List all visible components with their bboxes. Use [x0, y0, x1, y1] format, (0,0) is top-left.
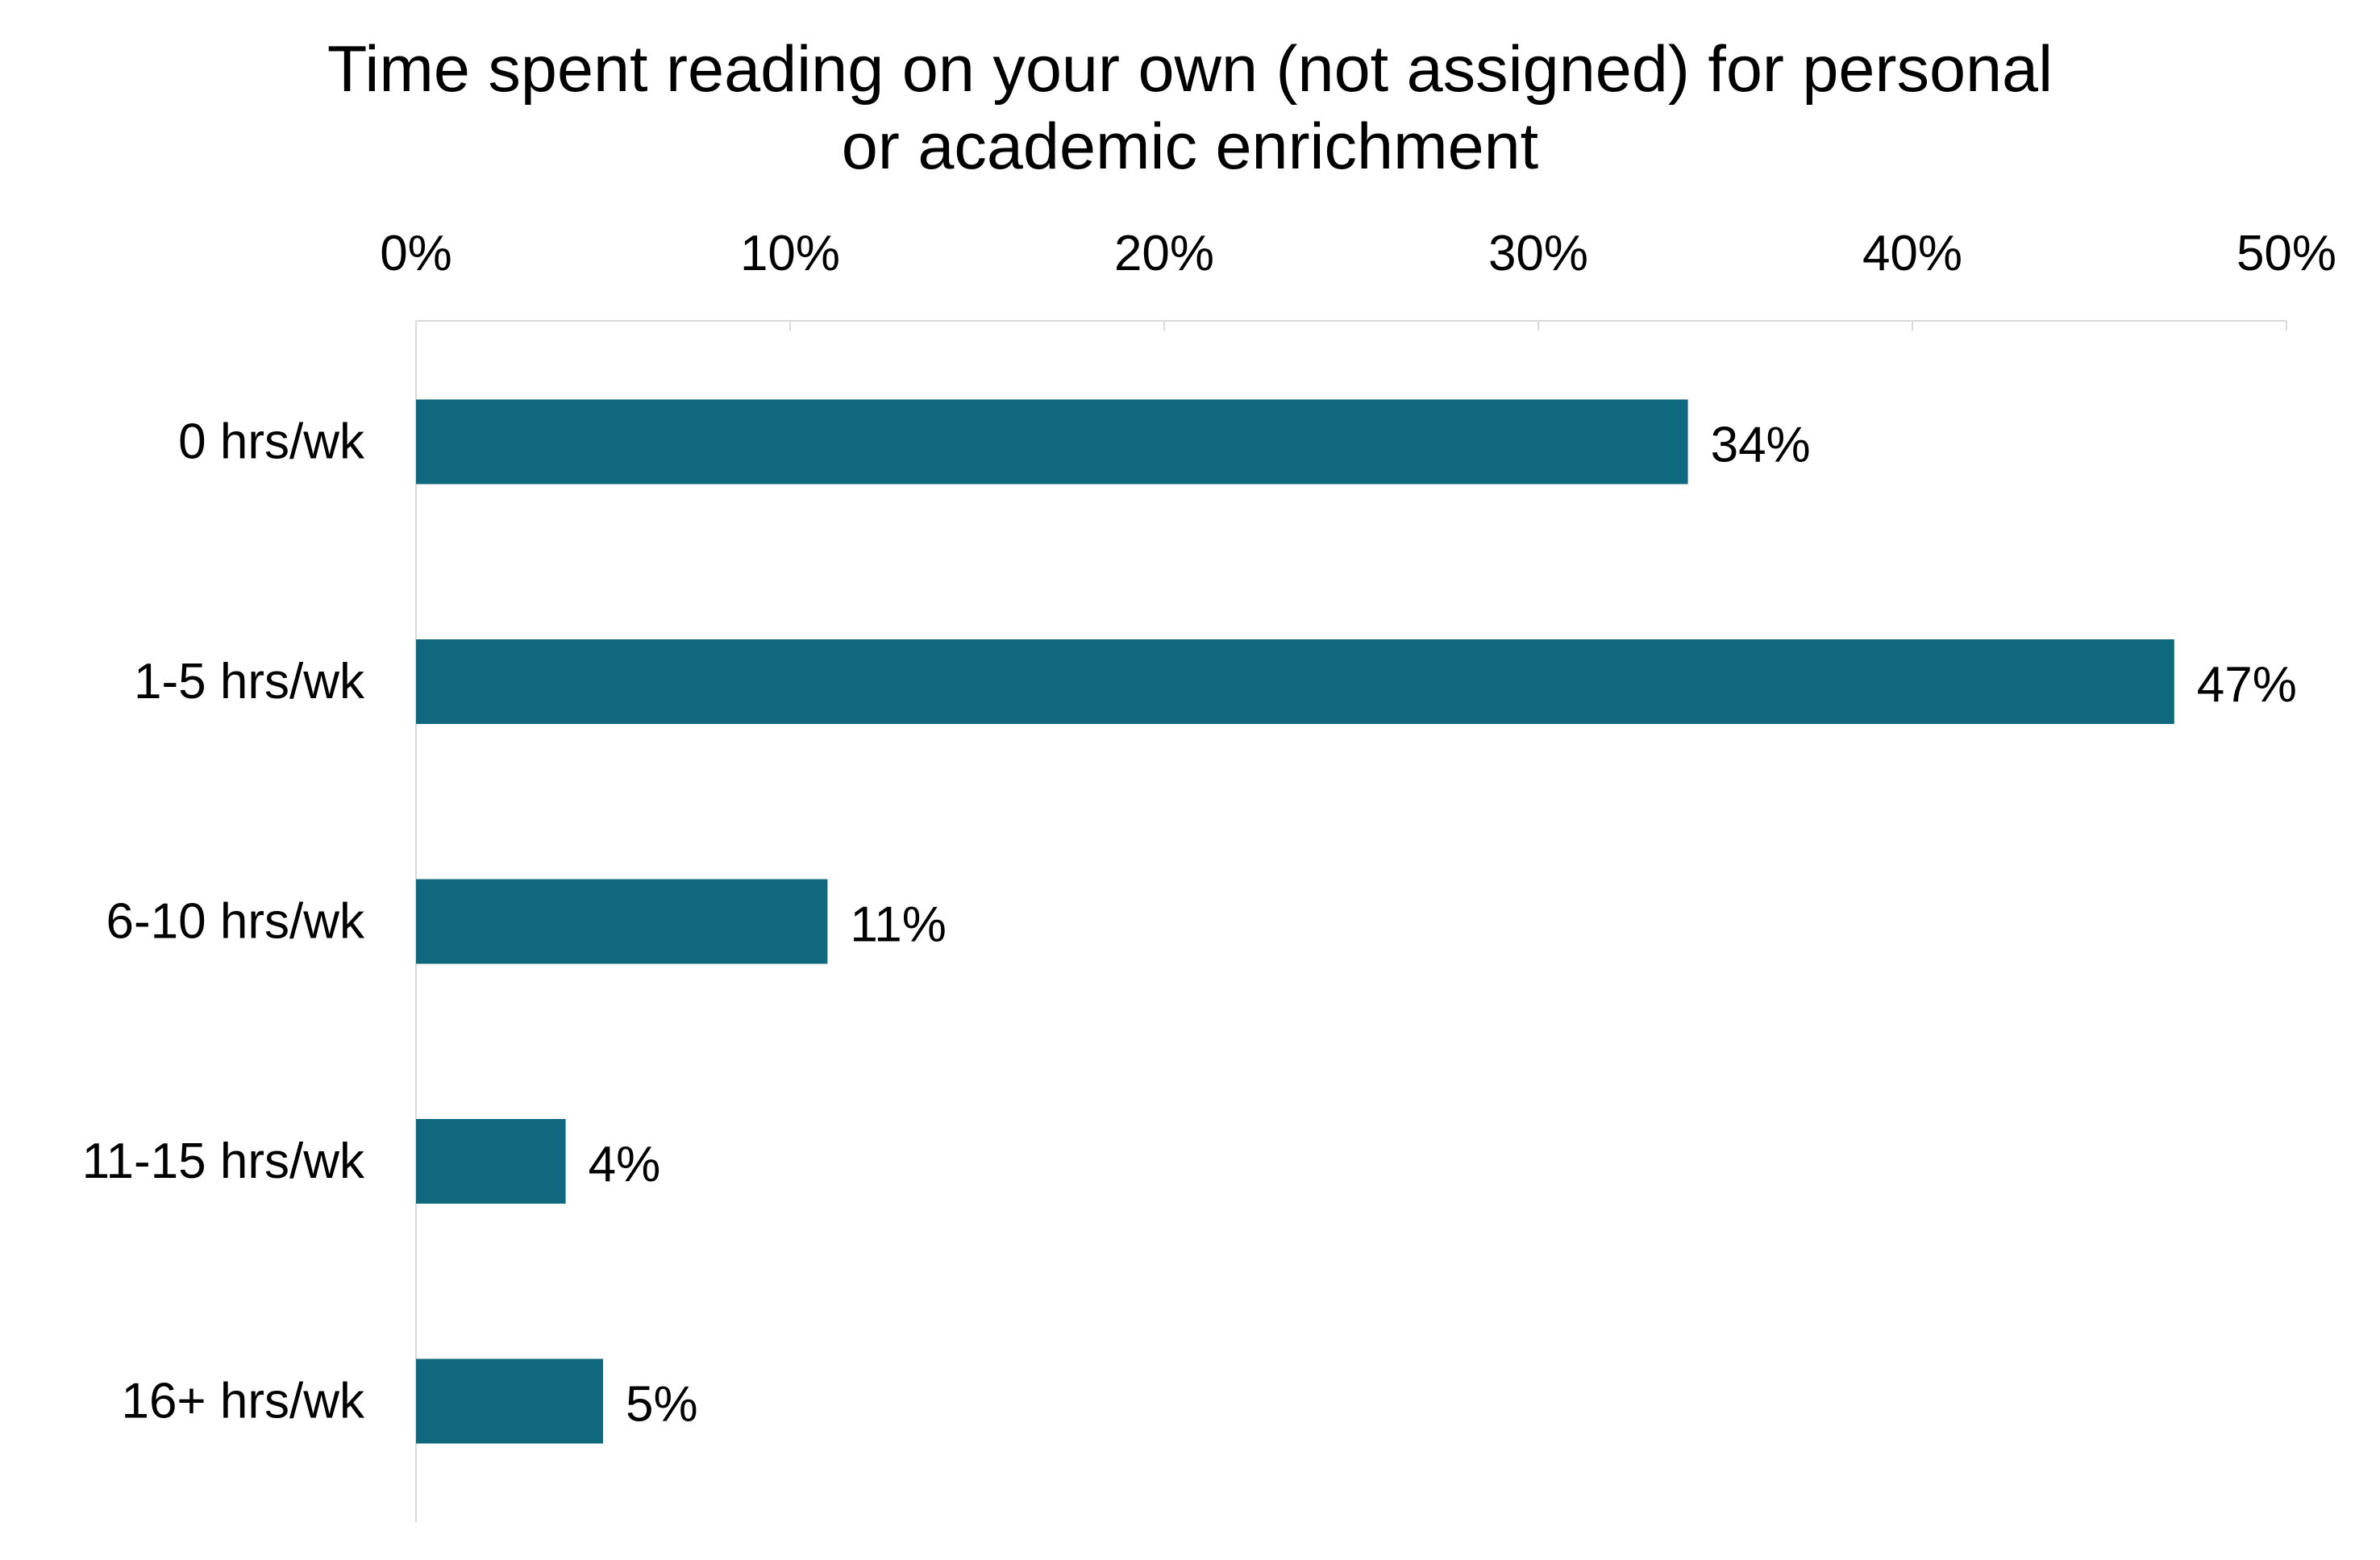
category-label: 1-5 hrs/wk — [134, 654, 365, 709]
bar — [416, 879, 828, 964]
category-label: 11-15 hrs/wk — [82, 1134, 365, 1189]
chart-title: Time spent reading on your own (not assi… — [327, 33, 2053, 183]
data-label: 5% — [626, 1377, 698, 1433]
x-tick-label: 10% — [740, 226, 840, 281]
x-tick-label: 40% — [1862, 226, 1962, 281]
x-tick-label: 30% — [1488, 226, 1588, 281]
x-tick-label: 0% — [380, 226, 452, 281]
bar — [416, 399, 1688, 485]
x-tick-label: 50% — [2236, 226, 2336, 281]
data-label: 4% — [589, 1137, 661, 1192]
data-label: 47% — [2197, 657, 2297, 713]
data-label: 11% — [850, 897, 947, 953]
data-label: 34% — [1711, 418, 1811, 473]
category-label: 6-10 hrs/wk — [106, 894, 365, 950]
bar — [416, 639, 2174, 724]
category-label: 0 hrs/wk — [178, 414, 365, 470]
x-tick-label: 20% — [1114, 226, 1214, 281]
category-label: 16+ hrs/wk — [121, 1374, 365, 1429]
bar — [416, 1119, 566, 1204]
bar — [416, 1358, 603, 1444]
